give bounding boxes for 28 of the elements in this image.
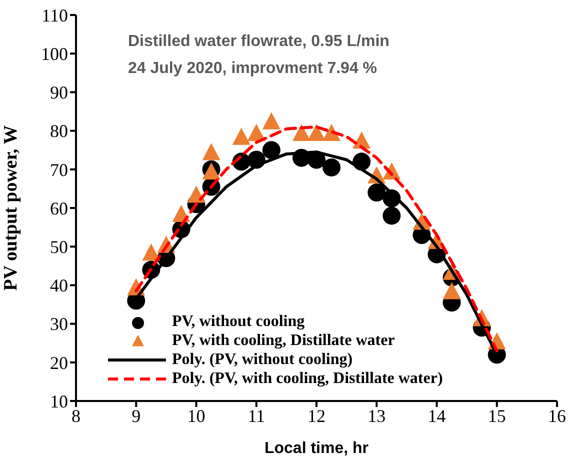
x-tick-label: 13: [368, 406, 386, 426]
y-tick-label: 10: [50, 391, 68, 412]
y-tick-label: 110: [42, 5, 68, 26]
x-tick-label: 12: [308, 406, 326, 426]
legend-label: PV, with cooling, Distillate water: [172, 331, 395, 350]
x-tick-label: 8: [72, 406, 80, 426]
y-tick-label: 100: [41, 44, 68, 64]
y-tick-label: 20: [50, 352, 68, 373]
x-axis-title: Local time, hr: [264, 440, 369, 457]
x-tick-label: 14: [428, 406, 446, 426]
y-tick-label: 60: [50, 198, 68, 218]
y-axis-title: PV output power, W: [0, 125, 22, 291]
y-tick-label: 90: [50, 82, 68, 103]
annotation: 24 July 2020, improvment 7.94 %: [128, 59, 378, 79]
y-tick-label: 50: [50, 236, 68, 257]
y-tick-label: 40: [50, 276, 68, 296]
legend-label: Poly. (PV, with cooling, Distillate water): [172, 369, 443, 388]
legend-label: PV, without cooling: [172, 312, 305, 331]
y-tick-label: 80: [50, 121, 68, 142]
y-tick-label: 70: [50, 160, 68, 180]
y-tick-label: 30: [50, 314, 68, 334]
x-tick-label: 16: [548, 406, 566, 426]
x-tick-label: 11: [248, 406, 266, 426]
annotation: Distilled water flowrate, 0.95 L/min: [128, 32, 390, 52]
x-tick-label: 15: [488, 406, 506, 426]
x-tick-label: 10: [187, 406, 206, 426]
x-tick-label: 9: [132, 406, 141, 426]
legend-label: Poly. (PV, without cooling): [172, 350, 353, 369]
